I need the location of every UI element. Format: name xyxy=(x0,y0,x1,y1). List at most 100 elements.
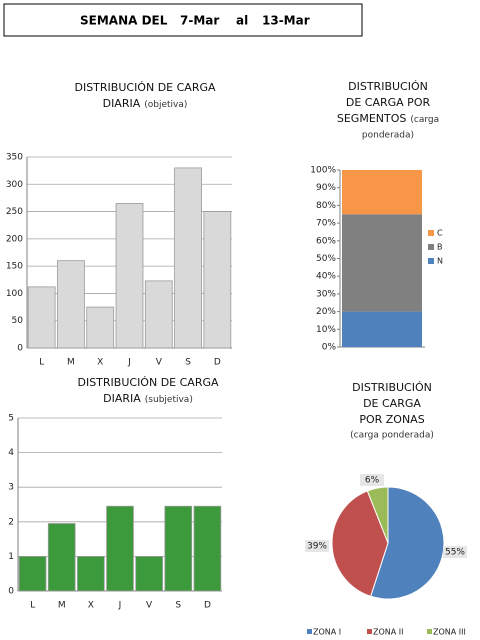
chart-title: DE CARGA POR xyxy=(346,96,431,109)
y-tick-label: 350 xyxy=(6,153,23,163)
legend-label: B xyxy=(437,243,443,252)
bar xyxy=(106,505,134,592)
chart-subtitle: (carga ponderada) xyxy=(350,431,434,441)
bar xyxy=(27,286,56,349)
bar xyxy=(164,505,193,592)
chart-title: DISTRIBUCIÓN xyxy=(352,381,432,394)
chart-title: DISTRIBUCIÓN xyxy=(348,80,428,93)
bar xyxy=(135,556,163,592)
x-tick-label: L xyxy=(39,358,44,368)
chart-title: DISTRIBUCIÓN DE CARGA xyxy=(77,376,218,389)
chart-title-line: DISTRIBUCIÓN DE CARGA xyxy=(77,376,218,389)
bar-segment xyxy=(342,214,422,312)
y-tick-label: 150 xyxy=(6,262,23,272)
y-tick-label: 5 xyxy=(8,414,14,424)
y-tick-label: 20% xyxy=(316,307,336,317)
data-label: 6% xyxy=(365,476,380,486)
y-tick-label: 30% xyxy=(316,289,336,299)
header-label: SEMANA DEL xyxy=(80,14,168,28)
header-from: 7-Mar xyxy=(180,14,219,28)
bar xyxy=(174,167,202,349)
chart-title-line: POR ZONAS xyxy=(359,413,424,426)
x-tick-label: V xyxy=(156,358,163,368)
x-tick-label: J xyxy=(118,601,122,611)
legend-label: ZONA III xyxy=(433,628,466,637)
y-tick-label: 1 xyxy=(8,552,14,562)
chart-subtitle: ponderada) xyxy=(362,131,414,141)
legend-swatch xyxy=(428,244,434,250)
pie-slice xyxy=(366,486,389,544)
legend-label: ZONA I xyxy=(313,628,341,637)
y-tick-label: 300 xyxy=(6,180,23,190)
chart-subtitle: (objetiva) xyxy=(144,100,187,110)
bar xyxy=(57,260,85,349)
chart-title-line: DISTRIBUCIÓN xyxy=(352,381,432,394)
bar xyxy=(47,523,76,592)
chart-title-line: DIARIA xyxy=(103,392,141,405)
x-tick-label: L xyxy=(30,601,35,611)
legend-swatch xyxy=(427,629,432,634)
y-tick-label: 200 xyxy=(6,234,23,244)
bar xyxy=(115,202,144,349)
x-tick-label: S xyxy=(175,601,181,611)
y-tick-label: 70% xyxy=(316,219,336,229)
data-label-bg xyxy=(443,546,467,558)
y-tick-label: 0% xyxy=(322,343,337,353)
legend-swatch xyxy=(428,230,434,236)
chart-title-line: DISTRIBUCIÓN DE CARGA xyxy=(74,81,215,94)
y-tick-label: 100 xyxy=(6,289,23,299)
data-label-bg xyxy=(360,474,384,486)
chart-title: DIARIA (objetiva) xyxy=(103,97,188,110)
y-tick-label: 80% xyxy=(316,201,336,211)
chart-title: DE CARGA xyxy=(363,397,421,410)
legend-label: ZONA II xyxy=(373,628,404,637)
y-tick-label: 250 xyxy=(6,207,23,217)
y-tick-label: 3 xyxy=(8,483,14,493)
bar xyxy=(77,556,105,592)
data-label: 39% xyxy=(307,542,327,552)
x-tick-label: S xyxy=(185,358,191,368)
legend-swatch xyxy=(428,258,434,264)
y-tick-label: 100% xyxy=(310,166,336,176)
chart-subtitle: (subjetiva) xyxy=(145,395,193,405)
y-tick-label: 0 xyxy=(8,587,14,597)
bar xyxy=(18,556,47,592)
y-tick-label: 4 xyxy=(8,448,14,458)
y-tick-label: 0 xyxy=(17,344,23,354)
y-tick-label: 40% xyxy=(316,272,336,282)
bar xyxy=(203,211,232,349)
bar xyxy=(144,280,173,349)
x-tick-label: V xyxy=(146,601,153,611)
bar-segment xyxy=(342,170,422,215)
chart-title-line: DE CARGA xyxy=(363,397,421,410)
x-tick-label: X xyxy=(88,601,94,611)
chart-title: POR ZONAS xyxy=(359,413,424,426)
data-label-bg xyxy=(305,540,329,552)
chart-title: DIARIA (subjetiva) xyxy=(103,392,193,405)
pie-slice xyxy=(331,490,389,597)
legend-swatch xyxy=(367,629,372,634)
chart-title-line: DISTRIBUCIÓN xyxy=(348,80,428,93)
y-tick-label: 50 xyxy=(12,316,24,326)
chart-title-line: SEGMENTOS xyxy=(337,112,407,125)
header-box xyxy=(3,3,363,37)
x-tick-label: X xyxy=(97,358,103,368)
data-label: 55% xyxy=(445,548,465,558)
header-joiner: al xyxy=(236,14,248,28)
y-tick-label: 2 xyxy=(8,517,14,527)
legend-swatch xyxy=(307,629,312,634)
y-tick-label: 10% xyxy=(316,325,336,335)
bar-segment xyxy=(342,311,422,347)
x-tick-label: D xyxy=(204,601,211,611)
chart-title-line: DIARIA xyxy=(103,97,141,110)
x-tick-label: M xyxy=(58,601,66,611)
chart-title: SEGMENTOS (carga xyxy=(337,112,439,125)
x-tick-label: M xyxy=(67,358,75,368)
bar xyxy=(86,306,115,349)
legend-label: N xyxy=(437,257,443,266)
header-to: 13-Mar xyxy=(262,14,310,28)
bar xyxy=(193,505,222,592)
x-tick-label: J xyxy=(127,358,131,368)
chart-subtitle: (carga xyxy=(410,115,439,125)
